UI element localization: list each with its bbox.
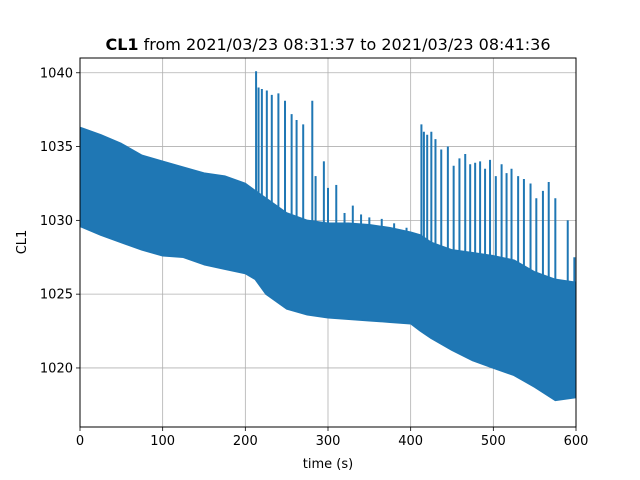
x-tick-label: 600 — [564, 434, 589, 449]
chart-title: CL1 from 2021/03/23 08:31:37 to 2021/03/… — [105, 35, 550, 54]
x-axis-label: time (s) — [303, 457, 353, 472]
x-tick-label: 100 — [150, 434, 175, 449]
y-ticks: 1020 1025 1030 1035 1040 — [40, 66, 80, 376]
x-tick-label: 200 — [233, 434, 258, 449]
y-tick-label: 1035 — [40, 140, 73, 155]
y-tick-label: 1040 — [40, 66, 73, 81]
y-axis-label: CL1 — [15, 230, 30, 255]
title-series-name: CL1 — [105, 35, 138, 54]
x-tick-label: 400 — [398, 434, 423, 449]
title-time-range: from 2021/03/23 08:31:37 to 2021/03/23 0… — [139, 35, 551, 54]
y-tick-label: 1025 — [40, 288, 73, 303]
series-layer — [80, 71, 576, 402]
x-tick-label: 0 — [76, 434, 84, 449]
y-tick-label: 1030 — [40, 214, 73, 229]
x-ticks: 0 100 200 300 400 500 600 — [76, 427, 589, 449]
x-tick-label: 500 — [481, 434, 506, 449]
y-tick-label: 1020 — [40, 361, 73, 376]
x-tick-label: 300 — [316, 434, 341, 449]
